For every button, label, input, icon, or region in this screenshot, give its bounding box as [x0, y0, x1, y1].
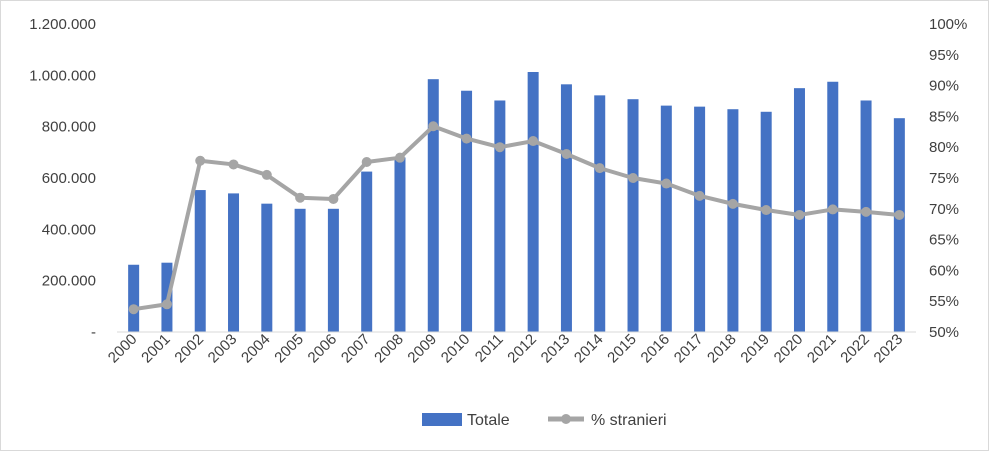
point-2007	[361, 156, 372, 167]
x-tick-label: 2004	[238, 331, 274, 367]
bar-2010	[461, 90, 473, 332]
x-tick-label: 2014	[571, 331, 607, 367]
bar-2000	[128, 264, 140, 332]
left-tick-label: 800.000	[42, 119, 96, 136]
x-tick-label: 2002	[171, 331, 207, 367]
legend-label-totale: Totale	[467, 412, 510, 429]
bar-2023	[893, 118, 905, 333]
point-2014	[594, 163, 605, 174]
bar-2004	[261, 203, 273, 332]
x-tick-label: 2003	[205, 331, 241, 367]
point-2013	[561, 148, 572, 159]
x-tick-label: 2023	[871, 331, 907, 367]
bar-2012	[527, 71, 539, 332]
left-tick-label: 1.000.000	[29, 67, 96, 84]
x-tick-label: 2013	[538, 331, 574, 367]
right-tick-label: 50%	[929, 324, 959, 341]
bar-2019	[760, 111, 772, 332]
point-2012	[528, 136, 539, 147]
left-tick-label: -	[91, 324, 96, 341]
bar-2018	[727, 109, 739, 332]
right-tick-label: 65%	[929, 232, 959, 249]
x-tick-label: 2000	[105, 331, 141, 367]
right-tick-label: 80%	[929, 139, 959, 156]
x-tick-label: 2012	[504, 331, 540, 367]
right-tick-label: 100%	[929, 16, 967, 33]
point-2000	[128, 304, 139, 315]
point-2005	[295, 192, 306, 203]
x-tick-label: 2019	[737, 331, 773, 367]
x-tick-label: 2008	[371, 331, 407, 367]
x-tick-label: 2005	[271, 331, 307, 367]
point-2010	[461, 133, 472, 144]
point-2019	[761, 205, 772, 216]
x-tick-label: 2010	[438, 331, 474, 367]
point-2003	[228, 159, 239, 170]
bar-2007	[361, 171, 373, 332]
x-tick-label: 2009	[404, 331, 440, 367]
bar-2008	[394, 157, 406, 332]
right-tick-label: 90%	[929, 78, 959, 95]
right-tick-label: 95%	[929, 47, 959, 64]
x-tick-label: 2020	[771, 331, 807, 367]
legend: Totale % stranieri	[422, 412, 667, 429]
right-tick-label: 55%	[929, 293, 959, 310]
legend-swatch-stranieri-marker	[561, 414, 571, 424]
point-2006	[328, 193, 339, 204]
point-2011	[494, 142, 505, 153]
point-2021	[827, 204, 838, 215]
x-tick-label: 2015	[604, 331, 640, 367]
point-2017	[694, 190, 705, 201]
point-2004	[261, 169, 272, 180]
left-tick-label: 200.000	[42, 273, 96, 290]
bar-2016	[660, 105, 672, 333]
x-tick-label: 2011	[472, 331, 507, 366]
line-series-stranieri	[128, 121, 905, 315]
right-tick-label: 75%	[929, 170, 959, 187]
point-2002	[195, 155, 206, 166]
bar-2003	[228, 193, 240, 332]
bar-2002	[194, 190, 206, 332]
point-2022	[861, 206, 872, 217]
point-2018	[727, 198, 738, 209]
left-axis: - 200.000 400.000 600.000 800.000 1.000.000 1.…	[29, 16, 96, 341]
point-2023	[894, 209, 905, 220]
stranieri-line	[133, 124, 900, 312]
right-tick-label: 85%	[929, 108, 959, 125]
point-2016	[661, 178, 672, 189]
x-tick-label: 2022	[837, 331, 873, 367]
bar-2015	[627, 99, 639, 332]
bar-series-totale	[128, 71, 905, 333]
x-tick-label: 2017	[671, 331, 707, 367]
left-tick-label: 600.000	[42, 170, 96, 187]
bar-2017	[694, 106, 706, 332]
point-2001	[161, 299, 172, 310]
right-tick-label: 60%	[929, 262, 959, 279]
x-tick-label: 2021	[804, 331, 840, 367]
legend-label-stranieri: % stranieri	[591, 412, 667, 429]
x-tick-label: 2018	[704, 331, 740, 367]
bar-2014	[594, 95, 606, 332]
point-2020	[794, 209, 805, 220]
x-tick-label: 2001	[138, 331, 174, 367]
x-axis: 2000200120022003200420052006200720082009…	[105, 331, 916, 367]
point-2009	[428, 121, 439, 132]
x-tick-label: 2016	[638, 331, 674, 367]
point-2015	[628, 173, 639, 183]
x-tick-label: 2007	[338, 331, 374, 367]
legend-swatch-totale	[422, 413, 462, 426]
right-axis: 50% 55% 60% 65% 70% 75% 80% 85% 90% 95% 100%	[929, 16, 967, 341]
bar-2011	[494, 100, 506, 332]
bar-2009	[427, 79, 439, 332]
right-tick-label: 70%	[929, 201, 959, 218]
bar-2006	[327, 208, 339, 332]
left-tick-label: 1.200.000	[29, 16, 96, 33]
point-2008	[394, 152, 405, 163]
bar-2013	[560, 84, 572, 332]
bar-2005	[294, 208, 306, 332]
left-tick-label: 400.000	[42, 221, 96, 238]
x-tick-label: 2006	[305, 331, 341, 367]
